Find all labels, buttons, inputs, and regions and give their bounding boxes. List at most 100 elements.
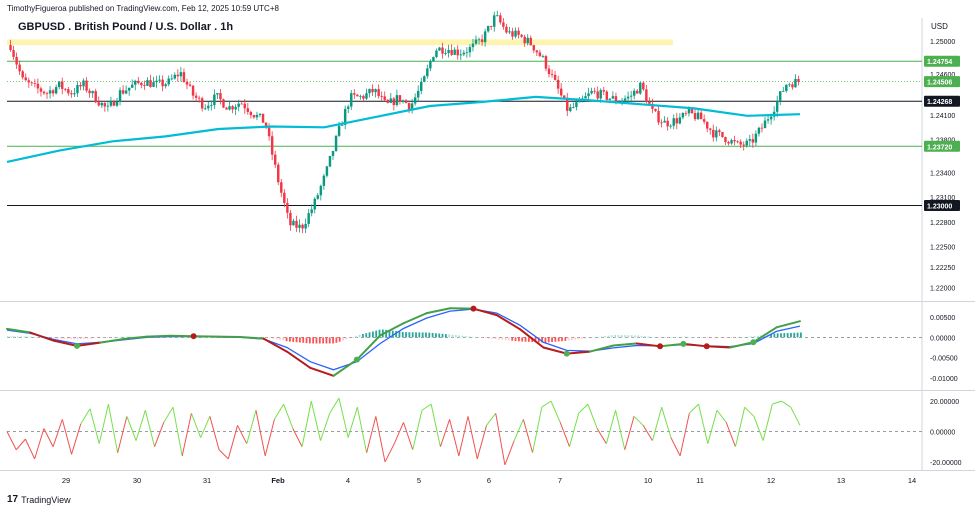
candle-body (654, 108, 657, 111)
oscillator-segment (633, 415, 644, 426)
macd-tick-label: 0.00500 (930, 315, 955, 322)
candle-body (118, 90, 122, 102)
candle-body (514, 30, 517, 37)
macd-histogram-bar (590, 337, 593, 339)
macd-histogram-bar (620, 335, 623, 338)
candle-body (295, 220, 298, 228)
candle-body (699, 112, 703, 120)
candle-body (240, 103, 243, 105)
candle-body (541, 56, 545, 57)
macd-histogram-bar (282, 337, 285, 341)
macd-histogram-bar (298, 337, 301, 343)
level-badge (924, 140, 960, 152)
level-badge (924, 76, 960, 88)
oscillator-segment (329, 397, 340, 414)
candle-body (429, 61, 432, 69)
symbol-title[interactable]: GBPUSD . British Pound / U.S. Dollar . 1… (18, 21, 234, 33)
macd-histogram-bar (66, 337, 69, 340)
candle-body (632, 90, 636, 96)
candle-body (693, 113, 697, 120)
macd-line-segment (145, 334, 172, 338)
macd-histogram-bar (109, 337, 112, 338)
candle-body (690, 108, 694, 114)
macd-histogram-bar (800, 332, 802, 338)
macd-histogram-bar (16, 336, 19, 338)
oscillator-segment (393, 422, 404, 444)
oscillator-segment (725, 422, 736, 447)
macd-line-segment (775, 320, 801, 329)
macd-histogram-bar (322, 337, 325, 344)
macd-line-segment (752, 326, 778, 344)
macd-histogram-bar (584, 337, 587, 339)
candle-body (444, 53, 447, 54)
candle-body (210, 105, 213, 106)
candle-body (380, 96, 383, 97)
level-label: 1.24268 (927, 99, 952, 106)
candle-body (797, 78, 800, 82)
oscillator-segment (218, 449, 229, 460)
currency-label[interactable]: USD (931, 22, 948, 31)
macd-histogram-bar (610, 335, 613, 338)
macd-histogram-bar (395, 331, 398, 338)
time-tick-label: 7 (558, 476, 562, 485)
candle-body (365, 93, 368, 99)
candle-body (532, 45, 536, 51)
macd-cross-marker (353, 356, 360, 363)
candle-body (310, 209, 313, 214)
macd-histogram-bar (637, 335, 640, 338)
macd-histogram-bar (654, 337, 656, 338)
candle-body (231, 106, 234, 110)
macd-line-segment (332, 358, 358, 377)
macd-histogram-bar (488, 337, 490, 339)
candle-body (730, 140, 733, 144)
macd-histogram-bar (113, 337, 115, 338)
macd-histogram-bar (644, 336, 646, 338)
macd-line-segment (239, 336, 265, 340)
price-tick-label: 1.22800 (930, 220, 955, 227)
macd-histogram-bar (93, 337, 96, 339)
candle-body (636, 90, 639, 94)
candle-body (121, 90, 125, 94)
moving-average-line (6, 95, 801, 163)
candle-body (657, 110, 660, 123)
candle-body (331, 150, 335, 156)
candle-body (130, 84, 134, 88)
candle-body (407, 103, 411, 110)
candle-body (304, 223, 307, 229)
candle-body (182, 72, 186, 82)
oscillator-segment (651, 407, 663, 441)
oscillator-segment (624, 416, 635, 450)
candle-body (73, 93, 76, 95)
macd-histogram-bar (534, 337, 537, 343)
macd-histogram-bar (265, 337, 268, 339)
candles-group (9, 10, 800, 234)
candle-body (280, 182, 283, 193)
oscillator-segment (550, 400, 561, 423)
candle-body (18, 64, 21, 72)
macd-histogram-bar (551, 337, 553, 342)
candle-body (264, 122, 268, 128)
macd-cross-marker (563, 350, 570, 357)
macd-histogram-bar (600, 336, 603, 338)
macd-histogram-bar (597, 336, 600, 338)
candle-body (24, 77, 27, 81)
candle-body (316, 195, 320, 199)
candle-body (270, 136, 274, 155)
macd-histogram-bar (693, 337, 696, 338)
macd-histogram-bar (96, 337, 99, 339)
macd-histogram-bar (56, 337, 59, 339)
oscillator-segment (356, 407, 368, 453)
candle-body (64, 88, 67, 90)
oscillator-segment (605, 410, 617, 444)
macd-histogram-bar (677, 336, 680, 338)
candle-body (480, 39, 484, 43)
candle-body (100, 102, 104, 106)
candle-body (505, 26, 508, 33)
macd-histogram-bar (431, 332, 434, 338)
candle-body (794, 78, 797, 88)
candle-body (152, 82, 155, 87)
macd-histogram-bar (468, 336, 471, 338)
level-badge (924, 55, 960, 67)
oscillator-segment (80, 408, 91, 425)
candle-body (301, 224, 304, 229)
